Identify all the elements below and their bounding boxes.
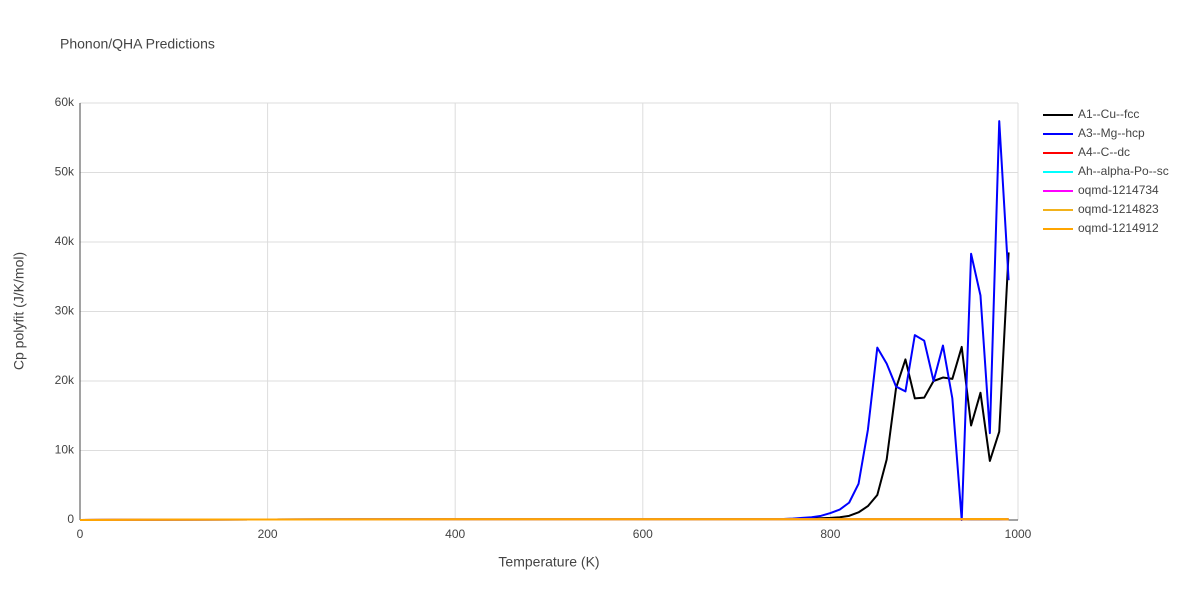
legend-label: Ah--alpha-Po--sc <box>1078 164 1169 178</box>
chart-title: Phonon/QHA Predictions <box>60 36 215 52</box>
x-tick-label: 800 <box>820 527 840 541</box>
x-tick-label: 600 <box>633 527 653 541</box>
x-tick-label: 200 <box>258 527 278 541</box>
legend-label: oqmd-1214823 <box>1078 202 1159 216</box>
y-tick-label: 20k <box>55 373 75 387</box>
series-line <box>79 517 1009 521</box>
y-tick-label: 30k <box>55 304 75 318</box>
legend-label: A1--Cu--fcc <box>1078 107 1139 121</box>
y-tick-label: 10k <box>55 443 75 457</box>
legend-label: A4--C--dc <box>1078 145 1130 159</box>
x-tick-label: 1000 <box>1005 527 1032 541</box>
legend-label: oqmd-1214734 <box>1078 183 1159 197</box>
x-axis-title: Temperature (K) <box>498 554 599 570</box>
legend-label: oqmd-1214912 <box>1078 221 1159 235</box>
series-line <box>79 252 1010 521</box>
y-tick-label: 60k <box>55 95 75 109</box>
series-line <box>79 120 1010 521</box>
legend-label: A3--Mg--hcp <box>1078 126 1145 140</box>
y-tick-label: 50k <box>55 165 75 179</box>
y-tick-label: 0 <box>67 512 74 526</box>
x-tick-label: 0 <box>77 527 84 541</box>
y-tick-label: 40k <box>55 234 75 248</box>
y-axis-title: Cp polyfit (J/K/mol) <box>11 252 27 370</box>
x-tick-label: 400 <box>445 527 465 541</box>
